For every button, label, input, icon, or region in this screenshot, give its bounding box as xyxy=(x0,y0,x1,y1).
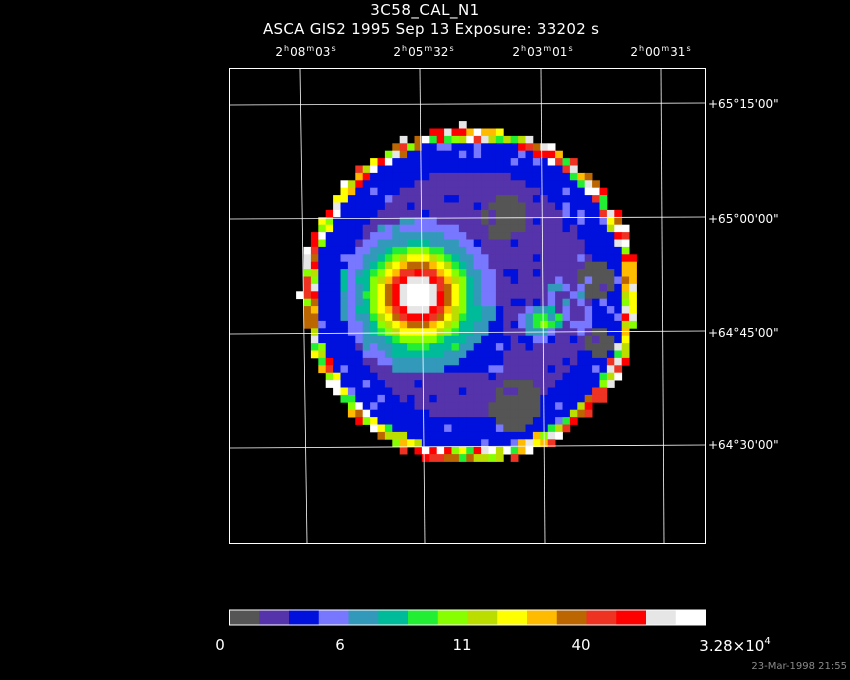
colorbar-frame xyxy=(229,609,706,626)
grid-line xyxy=(229,102,707,106)
grid-line xyxy=(299,68,308,544)
colorbar-label-4: 40 xyxy=(571,636,591,654)
colorbar-swatch xyxy=(318,610,349,625)
colorbar-swatch xyxy=(467,610,498,625)
colorbar-swatch xyxy=(646,610,677,625)
dec-label-2: +65°00'00" xyxy=(708,212,779,226)
dec-label-1: +65°15'00" xyxy=(708,97,779,111)
colorbar-swatch xyxy=(378,610,409,625)
colorbar-swatch xyxy=(229,610,260,625)
grid-line xyxy=(229,330,707,335)
timestamp: 23-Mar-1998 21:55 xyxy=(751,661,847,672)
ra-label-1: 2h08m03s xyxy=(275,44,336,59)
colorbar-swatch xyxy=(497,610,528,625)
colorbar-label-min: 0 xyxy=(215,636,225,654)
colorbar-swatch xyxy=(586,610,617,625)
colorbar-swatch xyxy=(348,610,379,625)
ra-label-4: 2h00m31s xyxy=(630,44,691,59)
observation-info: ASCA GIS2 1995 Sep 13 Exposure: 33202 s xyxy=(263,20,600,38)
colorbar-label-max: 3.28×104 xyxy=(699,636,771,655)
colorbar xyxy=(229,609,706,626)
colorbar-swatch xyxy=(556,610,587,625)
grid-line xyxy=(229,444,707,449)
dec-label-4: +64°30'00" xyxy=(708,438,779,452)
image-frame xyxy=(229,68,706,544)
colorbar-label-2: 6 xyxy=(335,636,345,654)
colorbar-swatch xyxy=(408,610,439,625)
ra-label-3: 2h03m01s xyxy=(512,44,573,59)
colorbar-swatch xyxy=(616,610,647,625)
grid-line xyxy=(540,68,546,544)
colorbar-swatch xyxy=(675,610,706,625)
grid-line xyxy=(660,68,665,544)
image-title: 3C58_CAL_N1 xyxy=(370,1,480,19)
xray-intensity-map xyxy=(296,121,637,462)
colorbar-swatch xyxy=(437,610,468,625)
coordinate-grid xyxy=(229,68,707,544)
grid-line xyxy=(229,216,707,220)
colorbar-swatch xyxy=(289,610,320,625)
colorbar-swatch xyxy=(259,610,290,625)
ra-label-2: 2h05m32s xyxy=(393,44,454,59)
colorbar-label-3: 11 xyxy=(452,636,472,654)
grid-line xyxy=(419,68,426,544)
colorbar-swatch xyxy=(527,610,558,625)
dec-label-3: +64°45'00" xyxy=(708,326,779,340)
